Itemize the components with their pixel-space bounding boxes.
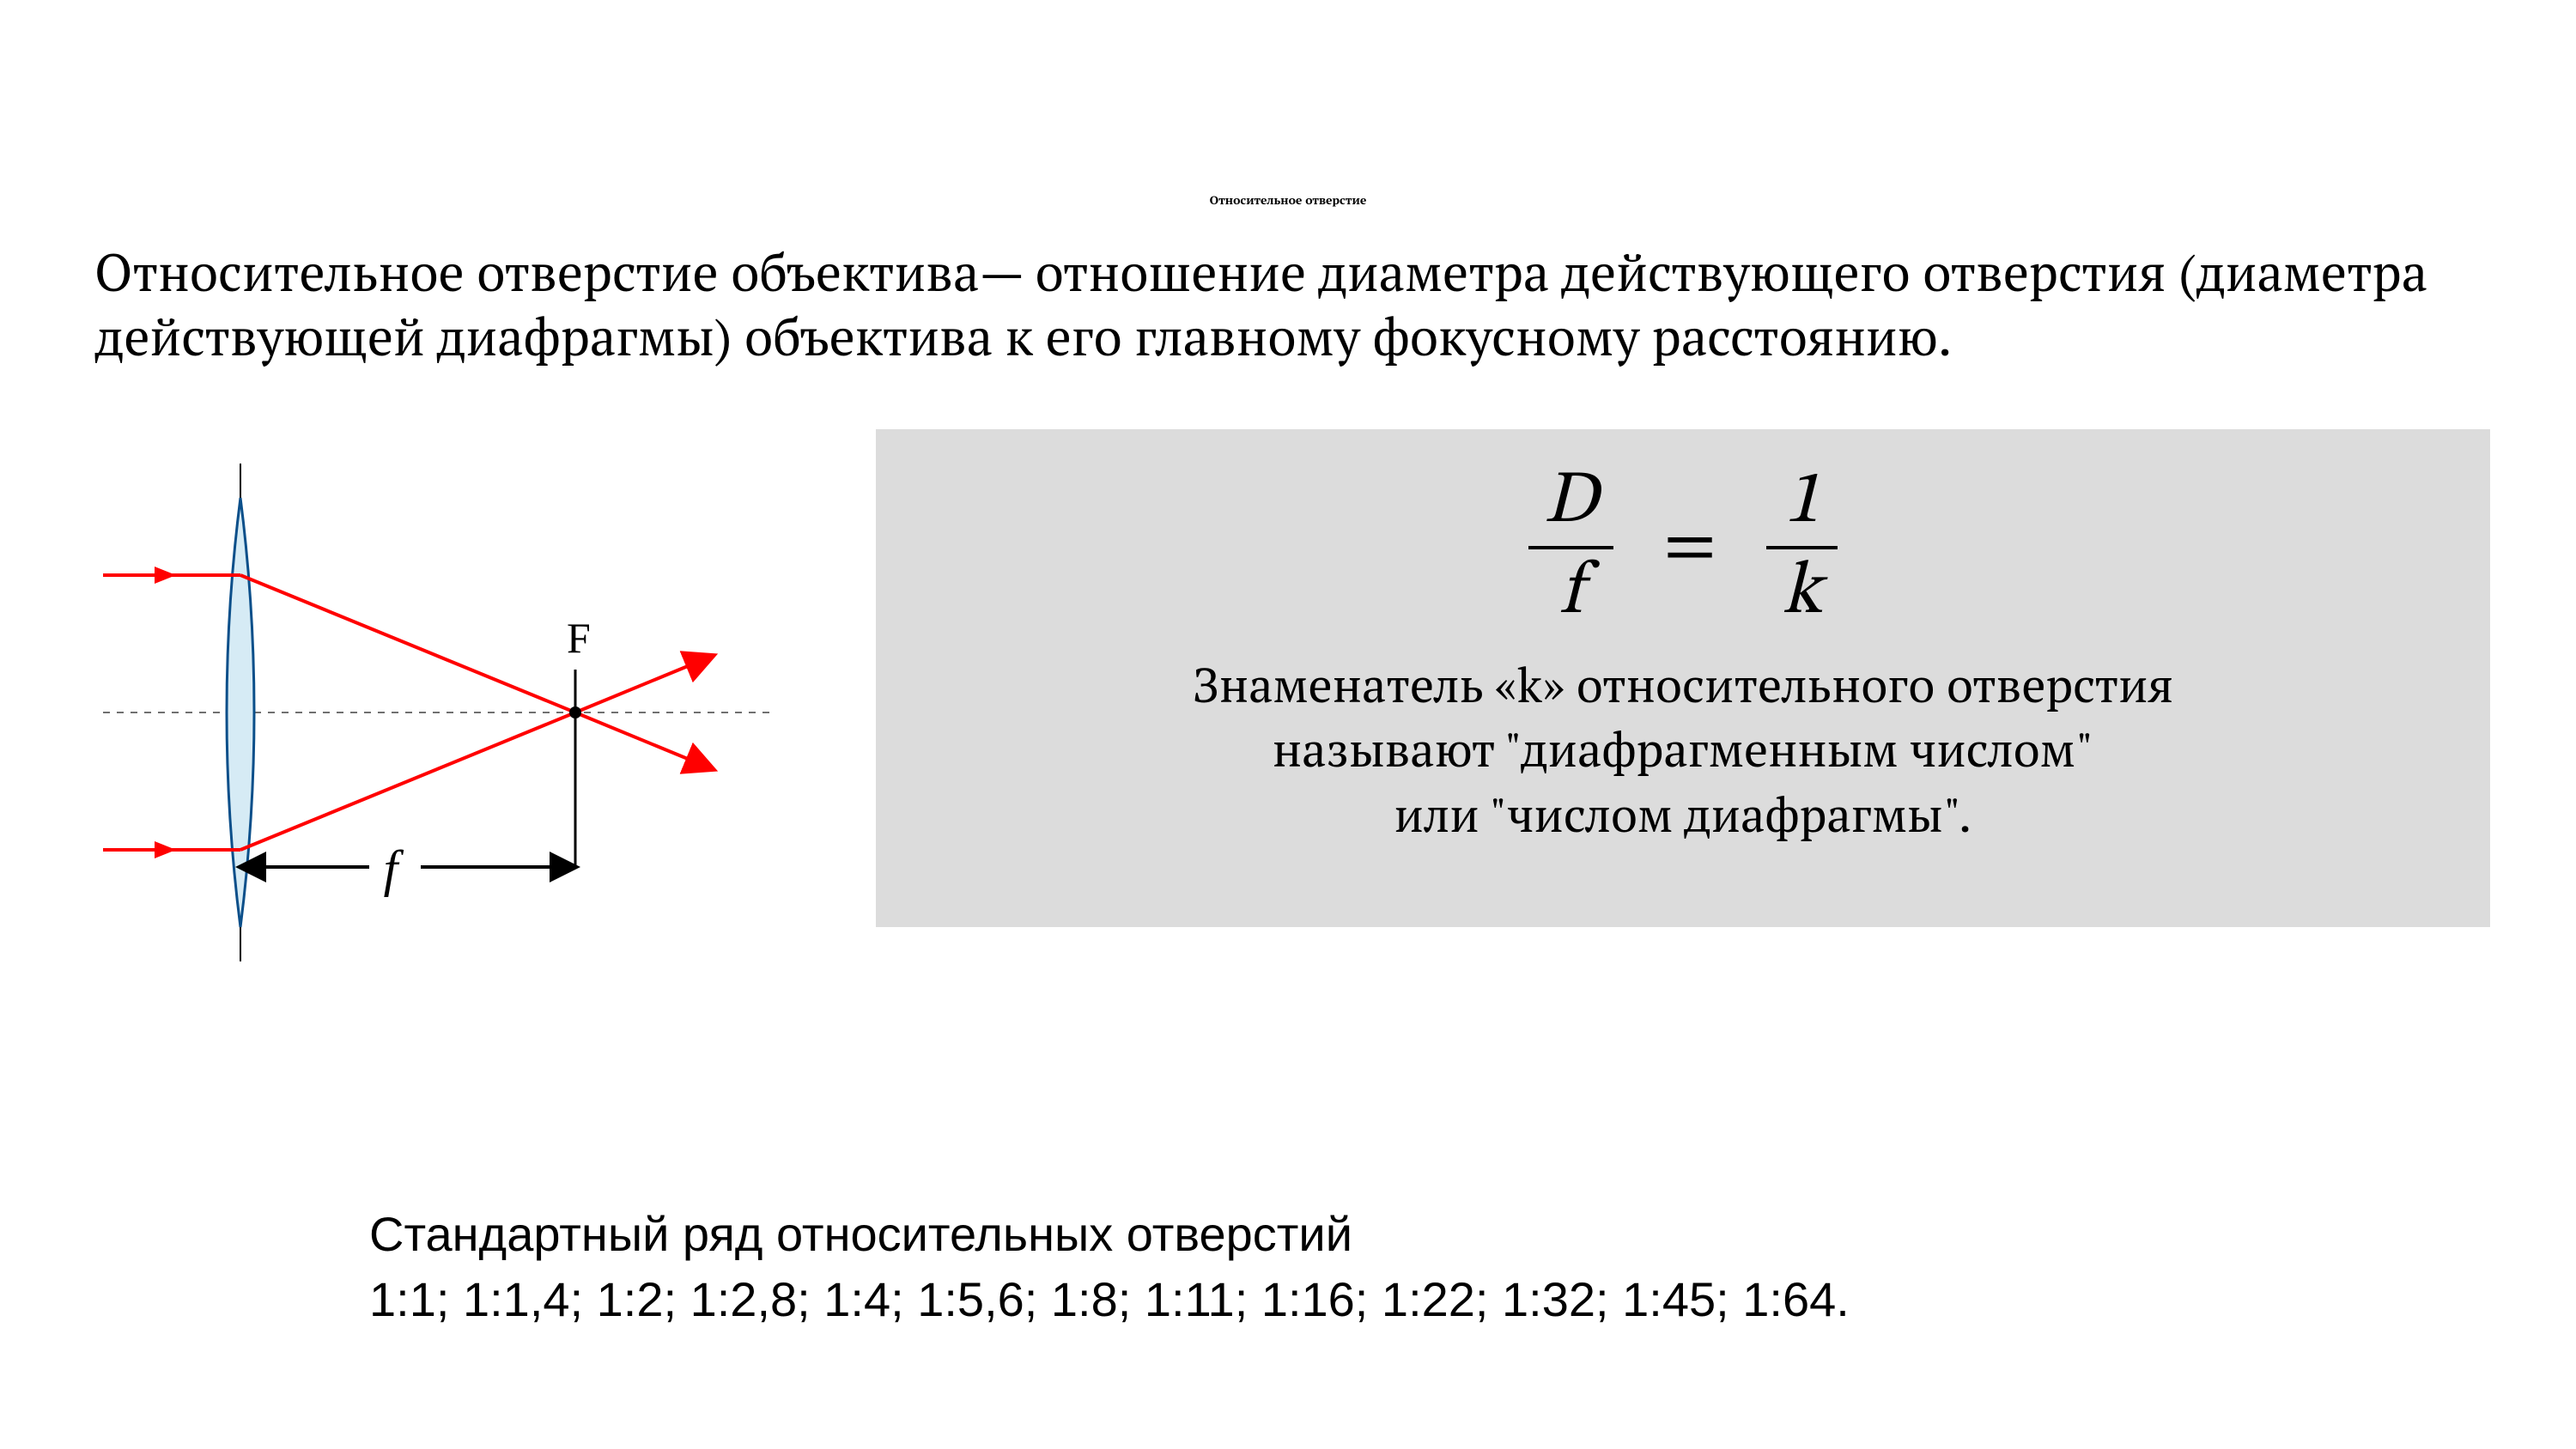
ray-top-converging [240,575,575,712]
tiny-title: Относительное отверстие [0,192,2576,209]
aperture-series: Стандартный ряд относительных отверстий … [369,1202,2344,1331]
formula-note: Знаменатель «k» относительного отверстия… [876,653,2490,848]
fraction-D-over-f: D f [1528,464,1613,633]
ray-bottom-incoming-arrow [155,841,176,858]
focal-point-label: F [567,614,591,662]
formula-denominator-f: f [1528,549,1613,632]
formula-numerator-D: D [1528,464,1613,549]
fraction-1-over-k: 1 k [1766,464,1838,633]
lens-diagram: F f [94,429,781,996]
ray-bottom-converging [240,712,575,850]
focal-point [569,706,581,718]
formula-denominator-k: k [1766,549,1838,632]
formula: D f = 1 k [1513,464,1853,633]
formula-note-line2: называют "диафрагменным числом" [876,718,2490,783]
definition-text: Относительное отверстие объектива— отнош… [94,240,2482,369]
lens-shape [227,498,254,927]
aperture-series-title: Стандартный ряд относительных отверстий [369,1202,2344,1267]
formula-note-line1: Знаменатель «k» относительного отверстия [876,653,2490,718]
formula-numerator-1: 1 [1766,464,1838,549]
ray-bottom-outgoing [575,712,713,769]
ray-top-outgoing [575,656,713,712]
formula-box: D f = 1 k Знаменатель «k» относительного… [876,429,2490,927]
ray-top-incoming-arrow [155,567,176,584]
formula-note-line3: или "числом диафрагмы". [876,783,2490,848]
aperture-series-values: 1:1; 1:1,4; 1:2; 1:2,8; 1:4; 1:5,6; 1:8;… [369,1267,2344,1332]
formula-equals: = [1663,501,1716,594]
slide: Относительное отверстие Относительное от… [0,0,2576,1449]
